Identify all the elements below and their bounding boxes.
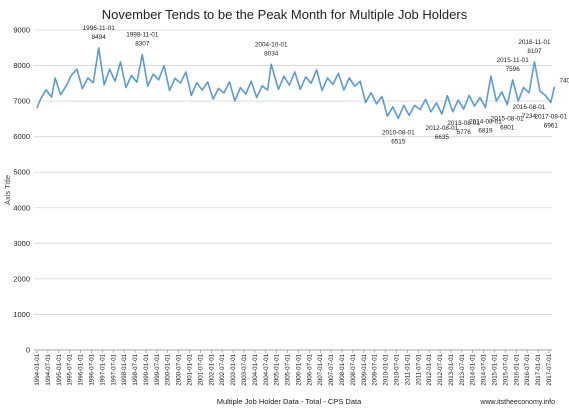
y-tick-label: 2000 [13,274,30,283]
x-tick-label: 2002-01-01 [208,353,215,385]
x-tick-label: 1998-01-01 [121,353,128,385]
annotation-date: 2017-08-01 [534,113,567,120]
x-tick-label: 2015-01-01 [492,353,499,385]
x-tick-label: 2001-07-01 [197,353,204,385]
annotation-value: 8494 [92,34,107,41]
x-tick-label: 1996-07-01 [88,353,95,385]
y-tick-label: 0 [26,346,30,355]
annotation-value: 6776 [457,129,472,136]
x-tick-label: 2009-01-01 [361,353,368,385]
x-tick-label: 2017-01-01 [535,353,542,385]
annotation-value: 7596 [506,66,521,73]
x-tick-label: 1996-01-01 [78,353,85,385]
x-tick-label: 1995-01-01 [56,353,63,385]
x-tick-label: 2012-01-01 [426,353,433,385]
y-tick-label: 4000 [13,203,30,212]
x-tick-label: 2000-01-01 [165,353,172,385]
annotation-date: 2012-08-01 [426,125,459,132]
x-tick-label: 2017-07-01 [546,353,553,385]
annotation-value: 8034 [264,50,279,57]
annotation-date: 2014-08-01 [469,119,502,126]
x-tick-label: 2001-01-01 [187,353,194,385]
chart-title: November Tends to be the Peak Month for … [102,7,468,22]
x-tick-label: 2016-01-01 [513,353,520,385]
x-tick-label: 2005-01-01 [274,353,281,385]
annotation-date: 2004-10-01 [255,41,288,48]
x-tick-label: 1999-01-01 [143,353,150,385]
x-tick-label: 1997-01-01 [99,353,106,385]
annotation-date: 2016-08-01 [513,104,546,111]
annotation-value: 7409 [559,78,569,85]
x-tick-label: 1994-07-01 [45,353,52,385]
x-axis-label: Multiple Job Holder Data - Total - CPS D… [217,397,362,406]
data-annotations: 1996-11-01 8494 1998-11-01 8307 2004-10-01 80… [83,25,569,145]
x-tick-label: 2011-01-01 [404,353,411,385]
annotation-date: 2015-11-01 [497,57,530,64]
annotation-date: 2016-11-01 [518,39,551,46]
annotation-value: 7234 [522,113,537,120]
annotation-date: 2010-08-01 [382,129,415,136]
y-axis-label: Axis Title [3,175,12,205]
x-tick-label: 1997-07-01 [110,353,117,385]
x-tick-label: 2004-01-01 [252,353,259,385]
source-label: www.itstheeconomy.info [479,399,555,406]
x-tick-label: 2008-07-01 [350,353,357,385]
y-tick-label: 5000 [13,168,30,177]
x-tick-label: 2003-01-01 [230,353,237,385]
annotation-value: 6901 [500,125,515,132]
x-tick-label: 1998-07-01 [132,353,139,385]
x-tick-label: 2010-01-01 [383,353,390,385]
x-tick-label: 2015-07-01 [502,353,509,385]
x-tick-label: 1995-07-01 [67,353,74,385]
y-tick-label: 6000 [13,132,30,141]
y-tick-label: 3000 [13,239,30,248]
gridlines [34,29,552,315]
y-tick-label: 7000 [13,97,30,106]
x-tick-label: 2003-07-01 [241,353,248,385]
x-tick-label: 2000-07-01 [176,353,183,385]
x-tick-label: 2005-07-01 [285,353,292,385]
x-tick-label: 2007-01-01 [317,353,324,385]
x-tick-label: 2014-01-01 [470,353,477,385]
annotation-value: 6515 [391,138,406,145]
x-tick-label: 2007-07-01 [328,353,335,385]
x-tick-label: 2006-01-01 [295,353,302,385]
y-tick-label: 8000 [13,61,30,70]
x-tick-label: 2009-07-01 [372,353,379,385]
annotation-date: 1998-11-01 [126,32,159,39]
x-tick-label: 2012-07-01 [437,353,444,385]
x-tick-label: 2011-07-01 [415,353,422,385]
y-tick-label: 1000 [13,310,30,319]
annotation-date: 1996-11-01 [83,25,116,32]
x-tick-label: 2016-07-01 [524,353,531,385]
x-tick-label: 2013-01-01 [448,353,455,385]
x-tick-label: 2006-07-01 [306,353,313,385]
annotation-value: 6819 [478,128,493,135]
series-line-multiple-job-holders [36,47,556,120]
x-tick-labels: 1994-01-01 1994-07-01 1995-01-01 1995-07-01… [34,350,553,386]
x-tick-label: 2010-07-01 [393,353,400,385]
annotation-date: 2015-08-01 [491,116,524,123]
x-tick-label: 1999-07-01 [154,353,161,385]
x-tick-label: 2013-07-01 [459,353,466,385]
x-tick-label: 2004-07-01 [263,353,270,385]
y-tick-labels: 0 1000 2000 3000 4000 5000 6000 7000 8000 9000 [13,26,30,355]
x-tick-label: 2014-07-01 [481,353,488,385]
annotation-value: 8307 [135,41,150,48]
y-tick-label: 9000 [13,26,30,35]
annotation-value: 6961 [544,122,559,129]
x-tick-label: 1994-01-01 [34,353,41,385]
x-tick-label: 2008-01-01 [339,353,346,385]
annotation-date: 2013-08-01 [447,120,480,127]
annotation-value: 6635 [435,134,450,141]
x-tick-label: 2002-07-01 [219,353,226,385]
annotation-value: 8107 [527,48,542,55]
